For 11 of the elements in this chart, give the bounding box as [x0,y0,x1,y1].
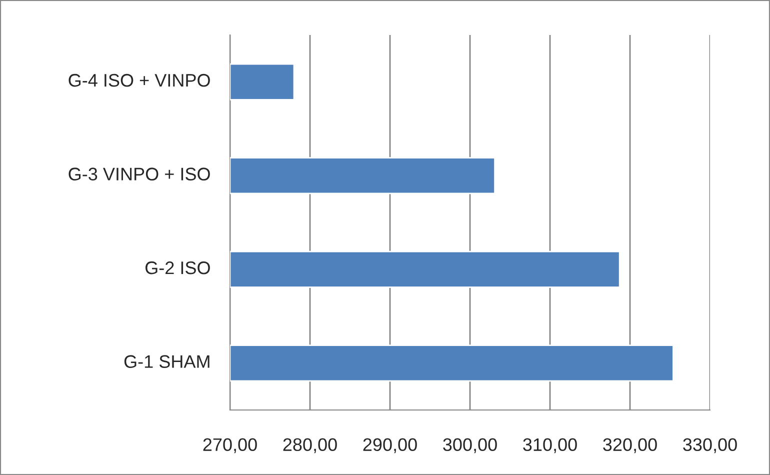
x-tick-label: 280,00 [283,438,337,454]
x-tick-label: 270,00 [203,438,257,454]
y-tick-label: G-3 VINPO + ISO [68,168,210,180]
y-tick-label: G-2 ISO [145,261,210,274]
y-tick-label: G-1 SHAM [124,355,210,368]
x-tick-label: 330,00 [683,438,737,454]
y-tick-label: G-4 ISO + VINPO [68,74,210,87]
x-tick-label: 310,00 [523,438,577,454]
x-tick-label: 320,00 [603,438,657,454]
x-tick-label: 290,00 [363,438,417,454]
x-tick-label: 300,00 [443,438,497,454]
